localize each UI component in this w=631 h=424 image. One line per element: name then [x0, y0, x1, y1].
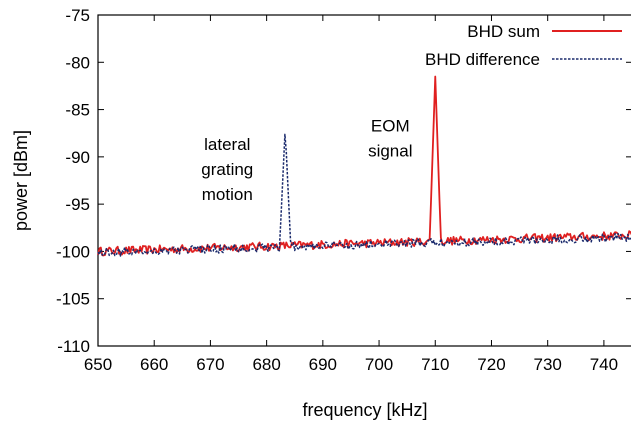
x-tick-label: 660 — [140, 355, 168, 374]
series-layer — [97, 75, 631, 257]
x-tick-label: 730 — [533, 355, 561, 374]
y-tick-label: -80 — [65, 53, 90, 72]
annotation-text: signal — [368, 141, 412, 160]
x-tick-label: 670 — [196, 355, 224, 374]
series-line-bhd-sum — [97, 75, 631, 257]
y-tick-label: -90 — [65, 148, 90, 167]
y-tick-label: -100 — [56, 242, 90, 261]
y-tick-label: -75 — [65, 6, 90, 25]
x-tick-label: 690 — [309, 355, 337, 374]
x-tick-label: 720 — [477, 355, 505, 374]
tick-labels: 650 660 670 680 690 700 710 720 730 740 -75 -80 -85 -… — [56, 6, 618, 374]
plot-frame — [97, 14, 631, 347]
y-axis-label: power [dBm] — [11, 130, 31, 231]
y-tick-label: -110 — [57, 337, 90, 356]
legend-label: BHD sum — [467, 22, 540, 41]
legend-label: BHD difference — [425, 50, 540, 69]
x-tick-label: 740 — [590, 355, 618, 374]
y-tick-label: -85 — [65, 101, 90, 120]
y-tick-label: -105 — [56, 290, 90, 309]
annotation-text: motion — [202, 185, 253, 204]
ticks — [97, 14, 631, 347]
x-tick-label: 650 — [84, 355, 112, 374]
x-tick-label: 710 — [421, 355, 449, 374]
annotation-text: EOM — [371, 116, 410, 135]
series-line-bhd-difference — [97, 133, 631, 257]
x-tick-label: 700 — [365, 355, 393, 374]
annotations: lateral grating motion EOM signal — [201, 116, 412, 204]
y-tick-label: -95 — [65, 195, 90, 214]
annotation-text: grating — [201, 160, 253, 179]
annotation-text: lateral — [204, 135, 250, 154]
x-tick-label: 680 — [252, 355, 280, 374]
legend: BHD sum BHD difference — [425, 22, 622, 69]
x-axis-label: frequency [kHz] — [302, 400, 427, 420]
